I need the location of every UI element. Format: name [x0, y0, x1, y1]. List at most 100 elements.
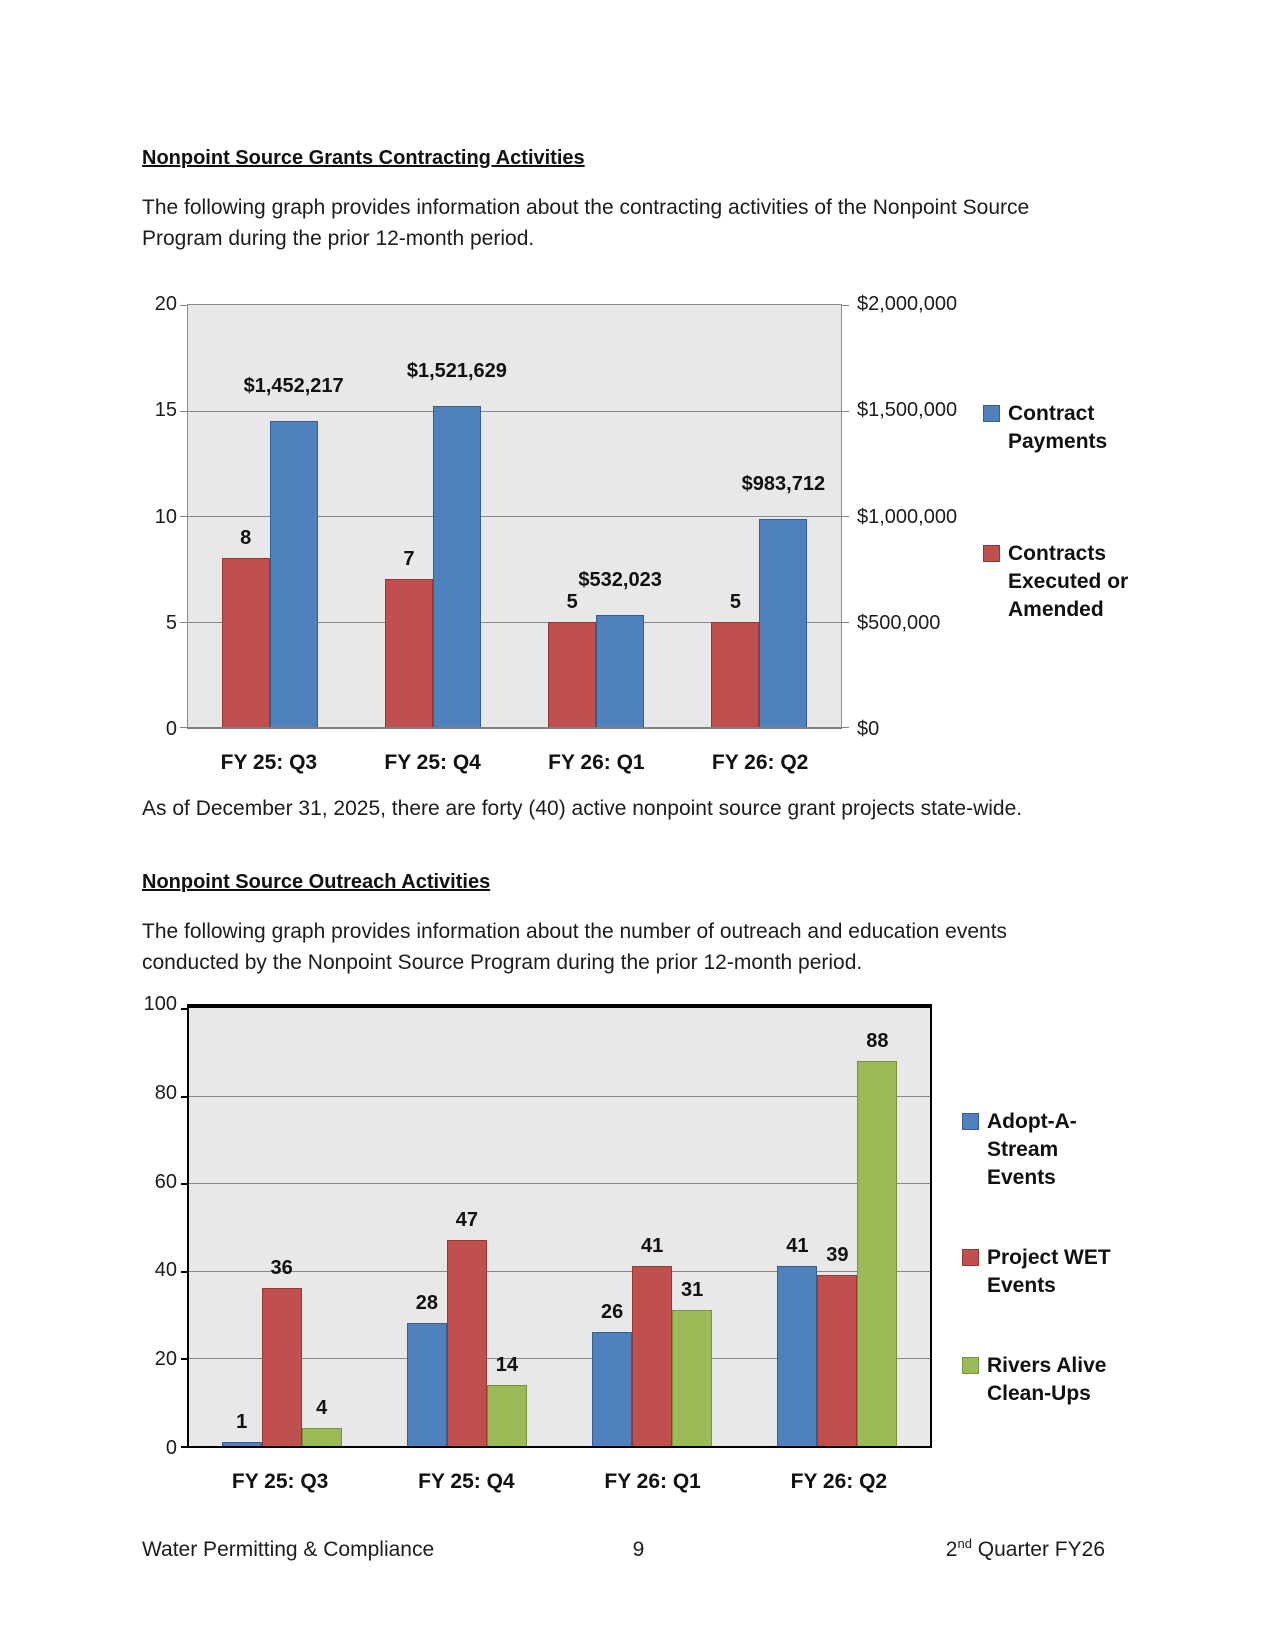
- category-label: FY 25: Q4: [384, 751, 481, 774]
- bar-group-fy-25-q4: 7 $1,521,629: [351, 305, 514, 727]
- chart1-right-axis: $2,000,000 $1,500,000 $1,000,000 $500,000 $0: [842, 294, 977, 739]
- legend-label: Rivers Alive Clean-Ups: [987, 1354, 1107, 1405]
- bar-group-fy-26-q1: 5 $532,023: [515, 305, 678, 727]
- footer-page-number: 9: [632, 1538, 645, 1561]
- category-label: FY 25: Q4: [418, 1470, 515, 1493]
- gridline: [188, 410, 841, 412]
- active-projects-note: As of December 31, 2025, there are forty…: [142, 797, 1023, 820]
- bar-contracts-executed-or-amended: 7: [384, 549, 433, 727]
- legend-item-contract: Contract Payments: [983, 400, 1135, 456]
- bar-adopt-a-stream-events: 26: [592, 1302, 633, 1446]
- section1-heading: Nonpoint Source Grants Contracting Activ…: [142, 147, 585, 169]
- chart1-category-axis: FY 25: Q3 FY 25: Q4 FY 26: Q1 FY 26: Q2: [187, 751, 842, 775]
- gridline: [189, 1183, 930, 1185]
- axis-tick-mark: [842, 305, 849, 306]
- chart2-legend: Adopt-A-Stream Events Project WET Events R…: [932, 1004, 1135, 1408]
- gridline: [188, 621, 841, 623]
- gridline: [189, 1095, 930, 1097]
- y-axis-tick-label: 20: [154, 1348, 177, 1371]
- secondary-axis-tick-label: $500,000: [857, 611, 941, 634]
- data-label: 26: [601, 1301, 624, 1324]
- bar-groups: 8 $1,452,217 7 $1,521,629 5 $532,023 5 $983,712: [188, 305, 841, 727]
- bar-rivers-alive-clean-ups: 14: [486, 1355, 527, 1446]
- axis-tick-mark: [842, 410, 849, 412]
- data-label: 8: [240, 527, 252, 550]
- chart2-category-axis: FY 25: Q3 FY 25: Q4 FY 26: Q1 FY 26: Q2: [187, 1470, 932, 1494]
- data-label: 5: [566, 590, 578, 613]
- legend-label: Adopt-A-Stream Events: [987, 1110, 1077, 1189]
- chart2-plot-area: 1 36 4 28 47 14 26 41 31 41 39 88: [181, 1004, 932, 1448]
- data-label: $1,452,217: [243, 374, 344, 397]
- data-label: 36: [270, 1257, 293, 1280]
- secondary-axis-tick-label: $1,000,000: [857, 505, 958, 528]
- category-label: FY 26: Q1: [604, 1470, 701, 1493]
- chart1-plot-area: 8 $1,452,217 7 $1,521,629 5 $532,023 5 $983,712: [180, 304, 849, 729]
- footer-quarter-ordinal: nd: [957, 1536, 972, 1551]
- category-label: FY 26: Q1: [548, 751, 645, 774]
- chart1-plot-wrap: 8 $1,452,217 7 $1,521,629 5 $532,023 5 $983,712…: [180, 304, 849, 775]
- data-label: 47: [455, 1209, 478, 1232]
- bar-adopt-a-stream-events: 41: [777, 1236, 818, 1446]
- bar-project-wet-events: 47: [446, 1210, 487, 1446]
- legend-label: Contract Payments: [1008, 402, 1108, 453]
- contracting-activities-chart: 20 15 10 5 0 8 $1,452,217 7 $1,521,629 5 $532,023…: [142, 294, 1135, 775]
- bar-contracts-executed-or-amended: 8: [221, 528, 270, 727]
- legend-swatch-icon: [962, 1249, 979, 1266]
- page-footer: Water Permitting & Compliance 9 2nd Quar…: [142, 1536, 1135, 1562]
- legend-item-project-wet: Project WET Events: [962, 1244, 1135, 1300]
- data-label: 14: [495, 1353, 518, 1376]
- bar-group-fy-26-q1: 26 41 31: [560, 1008, 745, 1446]
- data-label: 88: [866, 1029, 889, 1052]
- data-label: 31: [681, 1279, 704, 1302]
- secondary-axis-tick-label: $2,000,000: [857, 293, 958, 315]
- legend-swatch-icon: [962, 1113, 979, 1130]
- legend-label: Contracts Executed or Amended: [1008, 542, 1129, 621]
- axis-tick-mark: [181, 1446, 188, 1448]
- chart2-left-axis: 100 80 60 40 20 0: [142, 994, 187, 1458]
- y-axis-tick-label: 40: [154, 1259, 177, 1282]
- data-label: 7: [403, 548, 415, 571]
- legend-swatch-icon: [983, 405, 1000, 422]
- section2-paragraph: The following graph provides information…: [142, 920, 1008, 974]
- legend-item-contracts: Contracts Executed or Amended: [983, 540, 1135, 624]
- axis-tick-mark: [180, 305, 187, 306]
- data-label: $532,023: [578, 568, 662, 591]
- legend-item-adopt-a-stream: Adopt-A-Stream Events: [962, 1108, 1135, 1192]
- bar-group-fy-26-q2: 41 39 88: [745, 1008, 930, 1446]
- y-axis-tick-label: 15: [154, 399, 177, 422]
- data-label: 41: [641, 1235, 664, 1258]
- legend-swatch-icon: [983, 545, 1000, 562]
- gridline: [189, 1358, 930, 1360]
- axis-tick-mark: [180, 727, 187, 728]
- data-label: 28: [415, 1292, 438, 1315]
- bar-groups: 1 36 4 28 47 14 26 41 31 41 39 88: [189, 1008, 930, 1446]
- category-label: FY 25: Q3: [220, 751, 318, 774]
- axis-tick-mark: [181, 1008, 188, 1010]
- axis-tick-mark: [842, 621, 849, 623]
- bar-adopt-a-stream-events: 1: [221, 1412, 262, 1446]
- footer-document-title: Water Permitting & Compliance: [142, 1538, 435, 1561]
- chart2-plot-wrap: 1 36 4 28 47 14 26 41 31 41 39 88 FY 25: Q3 FY 25: Q…: [181, 1004, 932, 1494]
- chart1-legend: Contract Payments Contracts Executed or A…: [977, 304, 1135, 624]
- bar-contract-payments: $532,023: [578, 570, 662, 727]
- axis-tick-mark: [181, 1095, 188, 1098]
- section2-heading: Nonpoint Source Outreach Activities: [142, 871, 491, 893]
- bar-rivers-alive-clean-ups: 31: [672, 1280, 713, 1446]
- data-label: 1: [236, 1410, 248, 1433]
- bar-project-wet-events: 41: [632, 1236, 673, 1446]
- bar-contracts-executed-or-amended: 5: [711, 592, 760, 727]
- category-label: FY 26: Q2: [790, 1470, 888, 1493]
- bar-project-wet-events: 36: [261, 1258, 302, 1446]
- gridline: [188, 516, 841, 517]
- data-label: 4: [316, 1397, 328, 1420]
- bar-rivers-alive-clean-ups: 88: [857, 1031, 898, 1446]
- axis-tick-mark: [180, 621, 187, 623]
- data-label: 41: [786, 1235, 809, 1258]
- bar-project-wet-events: 39: [817, 1245, 858, 1446]
- secondary-axis-tick-label: $1,500,000: [857, 399, 958, 422]
- legend-swatch-icon: [962, 1357, 979, 1374]
- bar-group-fy-26-q2: 5 $983,712: [678, 305, 841, 727]
- axis-tick-mark: [181, 1270, 188, 1273]
- axis-tick-mark: [180, 516, 187, 517]
